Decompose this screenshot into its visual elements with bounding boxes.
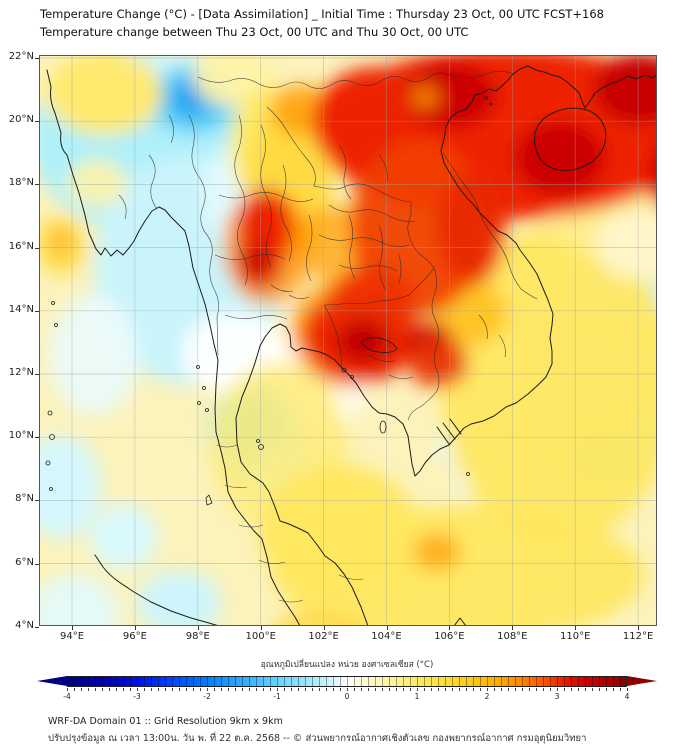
colorbar-tick-label: -4 [63, 692, 71, 701]
map-canvas [39, 55, 657, 626]
x-axis-tick-label: 106°E [434, 631, 465, 642]
y-axis-tickmark [35, 247, 39, 249]
colorbar-tick-label: -2 [203, 692, 211, 701]
page-title: Temperature Change (°C) - [Data Assimila… [40, 7, 604, 21]
x-axis-tick-label: 104°E [371, 631, 402, 642]
colorbar-tick-label: 3 [554, 692, 560, 701]
colorbar-left-arrow [37, 676, 67, 686]
colorbar-tick-label: -3 [133, 692, 141, 701]
y-axis-tickmark [35, 626, 39, 628]
x-axis-tickmark [72, 626, 73, 630]
y-axis-tick-label: 8°N [15, 493, 34, 505]
y-axis-tickmark [35, 563, 39, 565]
colorbar-tick-label: -1 [273, 692, 281, 701]
page-subtitle: Temperature change between Thu 23 Oct, 0… [40, 25, 469, 39]
y-axis-tickmark [35, 121, 39, 123]
y-axis-tick-label: 18°N [8, 177, 34, 189]
y-axis-tick-label: 16°N [8, 240, 34, 252]
x-axis-tickmark [575, 626, 577, 630]
y-axis-tick-label: 20°N [8, 114, 34, 126]
y-axis-tick-label: 12°N [8, 367, 34, 378]
x-axis-tickmark [197, 626, 199, 630]
map-plot-area [39, 55, 657, 626]
y-axis-tick-label: 4°N [15, 619, 34, 631]
colorbar-title: อุณหภูมิเปลี่ยนแปลง หน่วย องศาเซลเซียส (… [260, 660, 434, 670]
grid-lines [39, 55, 657, 626]
x-axis-tick-label: 112°E [622, 631, 654, 642]
y-axis-tickmark [35, 184, 39, 186]
colorbar-tick-label: 2 [484, 692, 490, 701]
colorbar-segments [67, 676, 627, 687]
x-axis-tickmark [260, 626, 262, 630]
colorbar-tickmarks [67, 688, 628, 691]
temperature-anomaly-field [39, 55, 657, 626]
x-axis-tick-label: 102°E [308, 631, 339, 642]
y-axis-tickmark [35, 500, 39, 502]
admin-boundaries [118, 70, 538, 603]
colorbar-tick-label: 0 [344, 692, 350, 701]
y-axis-tick-label: 6°N [15, 556, 34, 568]
y-axis-tickmark [35, 58, 39, 59]
y-axis-tickmark [35, 374, 39, 375]
y-axis-tick-label: 14°N [8, 303, 34, 315]
x-axis-tickmark [134, 626, 136, 630]
x-axis-tick-label: 96°E [122, 631, 147, 642]
colorbar [67, 676, 627, 687]
x-axis-tick-label: 110°E [559, 631, 591, 642]
y-axis-tickmark [35, 437, 39, 439]
x-axis-tick-label: 100°E [245, 631, 276, 642]
x-axis-tick-label: 108°E [497, 631, 528, 642]
x-axis-tickmark [638, 626, 640, 630]
coastlines [45, 65, 657, 626]
update-credit-info: ปรับปรุงข้อมูล ณ เวลา 13:00น. วัน พ. ที่… [48, 733, 587, 744]
colorbar-right-arrow [627, 676, 657, 686]
x-axis-tick-label: 94°E [59, 631, 85, 642]
y-axis-tickmark [35, 310, 39, 312]
colorbar-tick-label: 1 [414, 692, 420, 701]
x-axis-tickmark [449, 626, 451, 630]
colorbar-tick-label: 4 [624, 692, 630, 701]
model-info: WRF-DA Domain 01 :: Grid Resolution 9km … [48, 716, 283, 727]
x-axis-tickmark [386, 626, 388, 630]
x-axis-tickmark [323, 626, 325, 630]
map-frame [39, 55, 657, 626]
y-axis-tick-label: 10°N [8, 430, 34, 442]
x-axis-tick-label: 98°E [185, 631, 210, 642]
y-axis-tick-label: 22°N [8, 51, 34, 62]
x-axis-tickmark [512, 626, 514, 630]
